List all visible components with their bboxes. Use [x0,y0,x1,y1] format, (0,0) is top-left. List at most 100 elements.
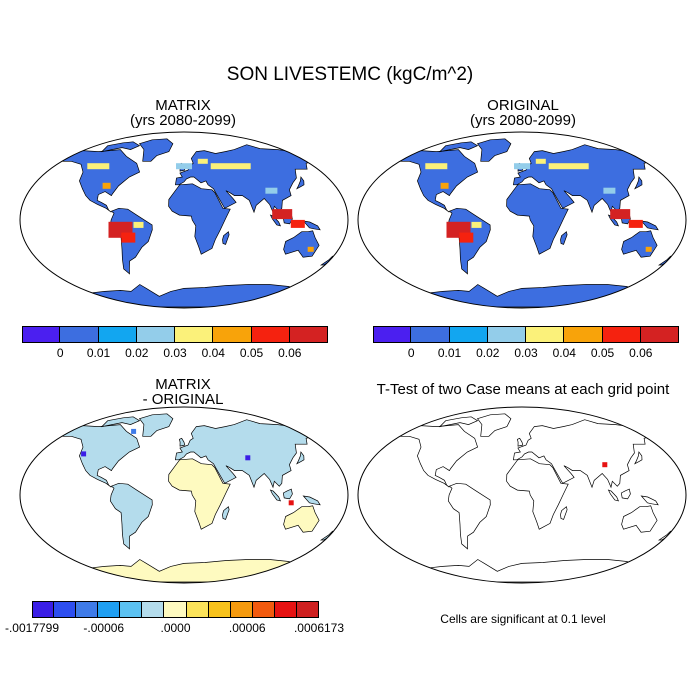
map-border [19,131,349,309]
landmass-greenland [138,138,174,162]
map-border [357,406,687,584]
grid-cell-patch [272,209,293,220]
colorbar-tick-label: 0.05 [239,346,264,360]
landmass-eurasia [174,144,314,214]
landmass-southAmerica [109,482,153,550]
landmass-borneo [620,488,631,500]
grid-cell-patch [131,428,137,434]
colorbar-tick-label: -.00006 [83,621,125,635]
colorbar-tick-label: 0.02 [125,346,149,360]
colorbar-swatch [164,601,187,618]
panel-title-matrix: MATRIX (yrs 2080-2099) [130,97,236,129]
landmass-northAmerica [59,149,141,213]
landmass-japan [634,451,643,465]
landmass-nz [657,255,675,266]
landmass-newGuinea [640,495,659,506]
map-original [357,131,687,309]
grid-cell-patch [87,163,110,170]
landmass-eurasia [512,419,652,489]
colorbar-tick-label: 0 [407,346,415,360]
landmass-japan [634,176,643,190]
landmass-northAmerica [59,424,141,488]
colorbar-swatch [142,601,165,618]
colorbar-tick-label: 0.03 [514,346,538,360]
main-title: SON LIVESTEMC (kgC/m^2) [226,64,474,85]
map-border [19,406,349,584]
grid-cell-patch [176,163,192,170]
landmass-madagascar [222,506,230,520]
colorbar-swatch [526,326,565,343]
grid-cell-patch [514,163,530,170]
colorbar-swatch [274,601,297,618]
grid-cell-patch [425,163,448,170]
landmass-africa [506,458,569,530]
landmass-arcticIsles [100,416,141,428]
landmass-greenland [138,413,174,437]
grid-cell-patch [133,221,144,228]
colorbar-tick-label: 0.02 [476,346,500,360]
grid-cell-patch [307,246,314,252]
grid-cell-patch [102,182,111,189]
colorbar-tick-label: .0006173 [293,621,345,635]
colorbar-swatch [98,326,137,343]
colorbar-swatch [60,326,99,343]
landmass-australia [283,230,320,258]
grid-cell-patch [610,209,631,220]
colorbar-swatch [120,601,143,618]
colorbar-tick-label: 0.03 [163,346,187,360]
landmass-australia [621,230,658,258]
map-matrix [19,131,349,309]
colorbar-original: 0 0.01 0.02 0.03 0.04 0.05 0.06 [373,326,679,362]
colorbar-swatch [32,601,55,618]
map-difference [19,406,349,584]
colorbar-swatch [296,601,319,618]
landmass-madagascar [560,506,568,520]
colorbar-swatch [175,326,214,343]
colorbar-swatch [449,326,488,343]
landmass-australia [621,505,658,533]
landmass-sumatra [607,489,620,502]
grid-cell-patch [535,158,546,164]
landmass-japan [296,451,305,465]
colorbar-tick-label: .00006 [228,621,266,635]
grid-cell-patch [548,163,589,170]
grid-cell-patch [288,500,294,506]
colorbar-tick-label: 0 [56,346,64,360]
landmass-eurasia [174,419,314,489]
landmass-japan [296,176,305,190]
landmass-nz [319,255,337,266]
grid-cell-patch [121,232,136,243]
colorbar-swatch [602,326,641,343]
landmass-madagascar [222,231,230,245]
panel-title-difference: MATRIX - ORIGINAL [142,376,224,408]
colorbar-tick-label: 0.01 [86,346,111,360]
landmass-britain [178,437,186,447]
landmass-greenland [476,138,512,162]
grid-cell-patch [603,187,616,194]
landmass-southAmerica [447,482,491,550]
significance-note: Cells are significant at 0.1 level [440,612,606,626]
landmass-africa [168,458,231,530]
grid-cell-patch [265,187,278,194]
colorbar-tick-label: 0.06 [278,346,302,360]
landmass-borneo [282,488,293,500]
grid-cell-patch [210,163,251,170]
colorbar-swatch [487,326,526,343]
landmass-arcticIsles [100,141,141,153]
landmass-eurasia [512,144,652,214]
colorbar-swatch [54,601,77,618]
colorbar-swatch [208,601,231,618]
panel-title-original: ORIGINAL (yrs 2080-2099) [470,97,576,129]
map-ttest [357,406,687,584]
landmass-sumatra [269,489,282,502]
landmass-newGuinea [302,495,321,506]
colorbar-matrix: 0 0.01 0.02 0.03 0.04 0.05 0.06 [22,326,328,362]
colorbar-tick-label: 0.04 [552,346,576,360]
grid-cell-patch [245,455,251,461]
grid-cell-patch [440,182,449,189]
panel-title-ttest: T-Test of two Case means at each grid po… [376,381,670,398]
colorbar-swatch [251,326,290,343]
grid-cell-patch [471,221,482,228]
landmass-nz [319,530,337,541]
colorbar-swatch [136,326,175,343]
